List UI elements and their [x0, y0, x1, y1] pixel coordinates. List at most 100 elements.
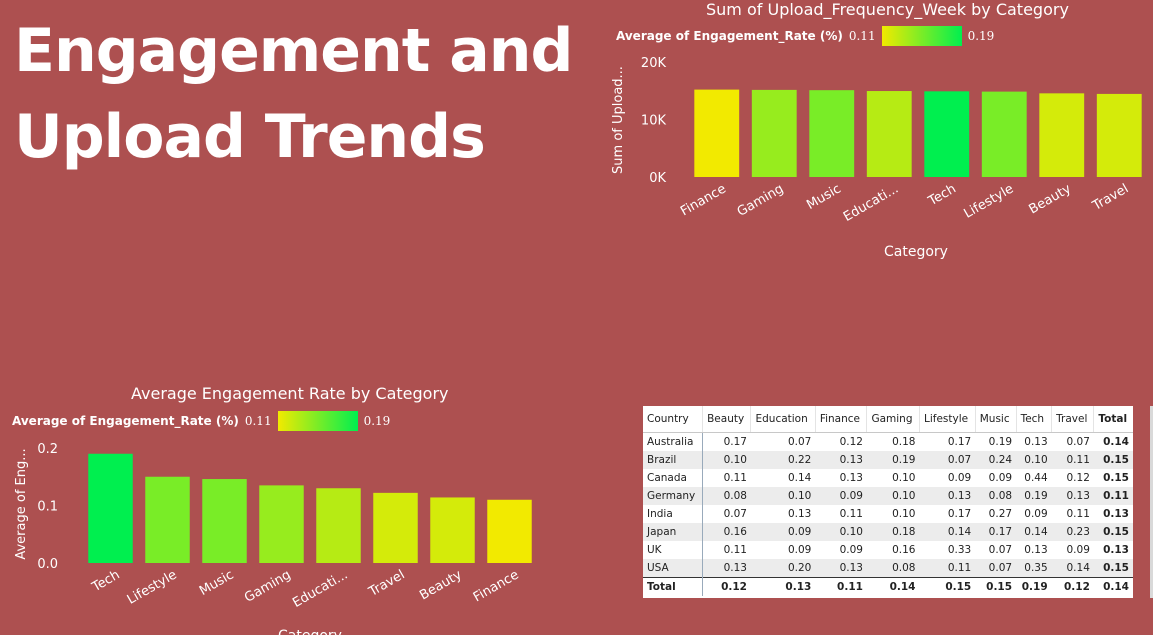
matrix-row-header: Germany [643, 487, 704, 505]
bar [487, 499, 532, 563]
matrix-cell: 0.11 [1093, 487, 1133, 505]
matrix-cell: 0.17 [919, 505, 976, 523]
x-tick-label: Finance [678, 181, 729, 219]
matrix-cell: 0.11 [702, 541, 751, 559]
x-tick-label: Tech [89, 567, 123, 595]
engagement-legend-label: Average of Engagement_Rate (%) [12, 414, 239, 428]
matrix-cell: 0.19 [1016, 487, 1052, 505]
matrix-cell: 0.07 [919, 451, 976, 469]
upload-frequency-chart: 0K 10K 20K Sum of Upload... Finance Gaming Mus… [611, 56, 1142, 260]
matrix-cell: 0.15 [1093, 523, 1133, 541]
x-tick-label: Lifestyle [961, 181, 1016, 221]
y-tick-label: 20K [641, 56, 667, 71]
matrix-cell: 0.11 [919, 559, 976, 578]
matrix-cell: 0.16 [702, 523, 751, 541]
x-tick-label: Beauty [417, 567, 465, 603]
x-tick-label: Music [804, 181, 844, 212]
matrix-column-header[interactable]: Gaming [866, 406, 920, 433]
matrix-cell: 0.13 [1016, 541, 1052, 559]
matrix-cell: 0.16 [866, 541, 920, 559]
engagement-matrix[interactable]: Country Beauty Education Finance Gaming Lifes… [643, 406, 1133, 598]
matrix-cell: 0.17 [702, 432, 751, 451]
x-tick-label: Gaming [242, 567, 294, 605]
matrix-cell: 0.18 [866, 523, 920, 541]
matrix-column-header[interactable]: Country [643, 406, 703, 433]
matrix-cell: 0.10 [702, 451, 751, 469]
x-tick-label: Travel [1089, 181, 1131, 214]
matrix-column-header[interactable]: Lifestyle [919, 406, 976, 433]
matrix-cell: 0.11 [1051, 505, 1094, 523]
bar [88, 453, 133, 563]
bar [1096, 93, 1142, 177]
matrix-column-header[interactable]: Music [974, 406, 1017, 433]
matrix-column-header[interactable]: Education [750, 406, 816, 433]
matrix-cell: 0.35 [1016, 559, 1052, 578]
y-tick-label: 0.1 [37, 500, 58, 515]
matrix-cell: 0.17 [975, 523, 1017, 541]
matrix-cell: 0.13 [815, 469, 867, 487]
matrix-cell: 0.08 [866, 559, 920, 578]
matrix-cell: 0.12 [1051, 469, 1094, 487]
bar [373, 492, 418, 563]
matrix-row: USA 0.13 0.20 0.13 0.08 0.11 0.07 0.35 0.14 0.15 [643, 559, 1133, 578]
bar [1039, 93, 1085, 177]
upload-legend-max: 0.19 [967, 29, 995, 43]
matrix-row: UK 0.11 0.09 0.09 0.16 0.33 0.07 0.13 0.09 0.13 [643, 541, 1133, 559]
x-tick-label: Educati... [841, 181, 901, 224]
x-axis-label: Category [884, 244, 948, 260]
x-tick-label: Finance [471, 567, 522, 605]
matrix-column-header[interactable]: Beauty [702, 406, 751, 433]
y-axis-label: Sum of Upload... [611, 66, 626, 174]
matrix-row: Australia 0.17 0.07 0.12 0.18 0.17 0.19 0.13 0.0… [643, 432, 1133, 451]
x-tick-label: Travel [366, 567, 408, 600]
matrix-cell: 0.10 [1016, 451, 1052, 469]
matrix-cell: 0.18 [866, 432, 920, 451]
y-tick-label: 0K [649, 171, 666, 186]
matrix-row-header: Japan [643, 523, 704, 541]
matrix-cell: 0.33 [919, 541, 976, 559]
matrix-column-header[interactable]: Tech [1015, 406, 1052, 433]
matrix-cell: 0.13 [1093, 541, 1133, 559]
matrix-cell: 0.12 [702, 577, 751, 596]
matrix-cell: 0.09 [975, 469, 1017, 487]
matrix-total-row: Total 0.12 0.13 0.11 0.14 0.15 0.15 0.19 0.12 0.1… [643, 577, 1133, 596]
matrix-cell: 0.24 [975, 451, 1017, 469]
matrix-cell: 0.07 [975, 559, 1017, 578]
x-tick-label: Gaming [735, 181, 787, 219]
matrix-cell: 0.15 [975, 577, 1017, 596]
bar [809, 90, 855, 177]
matrix-cell: 0.13 [815, 451, 867, 469]
matrix-row-header: India [643, 505, 704, 523]
matrix-row-header: Canada [643, 469, 704, 487]
bar [430, 497, 475, 563]
matrix-cell: 0.15 [1093, 469, 1133, 487]
matrix-header-row: Country Beauty Education Finance Gaming Lifes… [643, 406, 1133, 433]
bar [694, 89, 740, 177]
matrix-cell: 0.10 [866, 469, 920, 487]
matrix-cell: 0.14 [866, 577, 920, 596]
upload-chart-title: Sum of Upload_Frequency_Week by Category [706, 0, 1069, 19]
matrix-column-header[interactable]: Finance [814, 406, 867, 433]
matrix-column-header[interactable]: Travel [1051, 406, 1094, 433]
engagement-matrix-table: Country Beauty Education Finance Gaming Lifes… [643, 406, 1133, 596]
matrix-cell: 0.07 [1051, 432, 1094, 451]
upload-legend-gradient [881, 26, 962, 46]
matrix-cell: 0.15 [1093, 451, 1133, 469]
upload-chart-legend: Average of Engagement_Rate (%) 0.11 0.19 [616, 26, 994, 46]
matrix-cell: 0.13 [1016, 432, 1052, 451]
matrix-row-header: USA [643, 559, 704, 578]
y-tick-label: 10K [641, 114, 667, 129]
matrix-cell: 0.22 [750, 451, 816, 469]
matrix-cell: 0.09 [919, 469, 976, 487]
matrix-cell: 0.09 [815, 487, 867, 505]
matrix-row: Japan 0.16 0.09 0.10 0.18 0.14 0.17 0.14 0.23 0.1… [643, 523, 1133, 541]
matrix-cell: 0.14 [1016, 523, 1052, 541]
bar [316, 488, 361, 563]
matrix-cell: 0.15 [1093, 559, 1133, 578]
matrix-cell: 0.11 [815, 577, 867, 596]
matrix-cell: 0.19 [1016, 577, 1052, 596]
matrix-scrollbar[interactable] [1150, 406, 1153, 598]
matrix-cell: 0.23 [1051, 523, 1094, 541]
matrix-column-header[interactable]: Total [1093, 406, 1133, 433]
bar [259, 485, 304, 563]
